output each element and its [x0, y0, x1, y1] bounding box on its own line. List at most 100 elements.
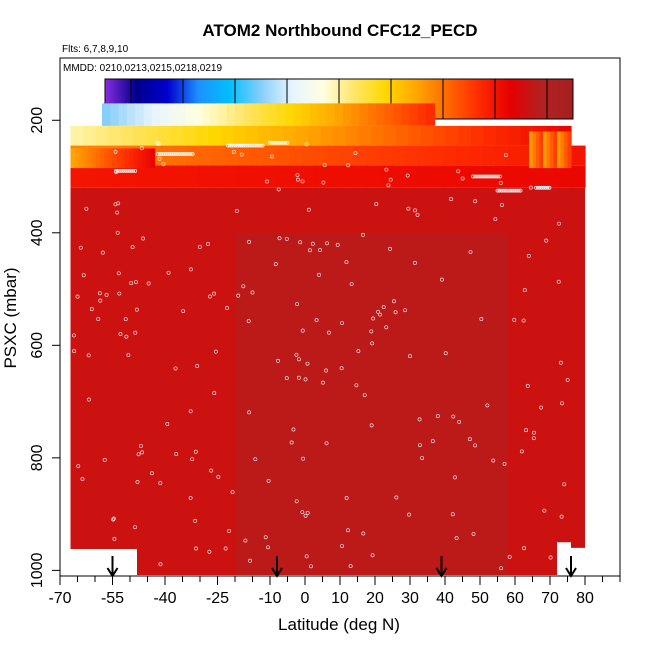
field-cell [366, 145, 380, 166]
measurement-point [235, 143, 240, 148]
measurement-point [188, 495, 193, 500]
field-cell [193, 103, 203, 126]
field-cell [78, 148, 84, 169]
measurement-point [488, 174, 493, 179]
field-cell [211, 165, 226, 188]
measurement-point [96, 317, 101, 322]
measurement-point [121, 169, 126, 173]
measurement-point [501, 188, 506, 193]
field-cell [70, 125, 84, 146]
field-cell [302, 165, 316, 188]
measurement-point [369, 329, 374, 334]
measurement-point [320, 380, 325, 385]
measurement-point [386, 183, 391, 188]
measurement-point [165, 152, 170, 156]
field-cell [351, 103, 361, 126]
measurement-point [439, 277, 444, 282]
measurement-point [243, 538, 248, 543]
field-cell [560, 131, 565, 169]
field-cell [308, 125, 322, 146]
field-cell [251, 103, 261, 126]
measurement-point [354, 383, 359, 388]
field-cell [258, 125, 272, 146]
measurement-point [490, 174, 495, 179]
measurement-point [384, 325, 389, 330]
measurement-point [134, 307, 139, 312]
measurement-point [87, 397, 91, 402]
measurement-point [369, 423, 374, 428]
field-cell [245, 125, 259, 146]
field-cell [546, 131, 551, 169]
measurement-point [131, 169, 136, 173]
field-cell [404, 145, 419, 166]
measurement-point [524, 428, 528, 433]
measurement-point [249, 143, 253, 148]
measurement-point [102, 457, 107, 462]
measurement-point [547, 185, 552, 190]
measurement-point [239, 143, 244, 148]
field-cell [326, 103, 336, 126]
measurement-point [296, 375, 301, 380]
measurement-point [253, 143, 257, 148]
measurement-point [86, 353, 91, 358]
field-cell [536, 131, 541, 169]
measurement-point [160, 152, 164, 156]
chart-title: ATOM2 Northbound CFC12_PECD [202, 21, 477, 40]
measurement-point [503, 188, 508, 193]
field-cell [116, 148, 122, 169]
field-cell [343, 103, 352, 126]
x-tick-label: 20 [366, 590, 384, 607]
x-tick-label: -10 [258, 590, 281, 607]
field-cell [233, 125, 247, 146]
measurement-point [258, 143, 263, 148]
measurement-point [188, 409, 193, 414]
field-cell [210, 103, 219, 126]
field-cell [70, 165, 84, 188]
field-cell [408, 125, 422, 146]
field-cell [401, 103, 411, 126]
field-cell [469, 165, 483, 188]
measurement-point [166, 270, 171, 275]
field-cell [195, 125, 209, 146]
field-cell [507, 145, 522, 166]
field-cell [366, 165, 380, 188]
field-cell [293, 103, 303, 126]
measurement-point [494, 174, 498, 179]
measurement-point [492, 174, 497, 179]
measurement-point [268, 140, 272, 145]
field-cell [358, 125, 372, 146]
measurement-point [133, 330, 138, 335]
measurement-point [193, 449, 198, 454]
field-cell [263, 145, 277, 166]
measurement-point [247, 239, 252, 244]
measurement-point [303, 513, 308, 518]
field-cell [91, 148, 97, 169]
x-tick-label: 30 [401, 590, 419, 607]
field-cell [151, 103, 161, 126]
measurement-point [408, 354, 412, 359]
measurement-point [283, 140, 288, 145]
y-tick-label: 600 [29, 332, 46, 359]
measurement-point [480, 174, 485, 179]
measurement-point [521, 318, 526, 323]
field-cell [224, 165, 239, 188]
measurement-point [190, 152, 195, 156]
field-cell [456, 145, 470, 166]
field-cell [314, 145, 329, 166]
measurement-point [165, 421, 170, 426]
measurement-point [146, 281, 151, 286]
measurement-point [158, 562, 163, 567]
measurement-point [361, 232, 365, 237]
field-cell [102, 103, 111, 126]
measurement-point [133, 525, 137, 530]
measurement-point [557, 221, 561, 226]
measurement-point [452, 475, 457, 480]
measurement-point [117, 564, 122, 569]
flight-arrows [106, 556, 577, 578]
field-cell [433, 125, 447, 146]
measurement-point [512, 317, 517, 322]
field-cell [508, 125, 522, 146]
measurement-point [277, 140, 282, 145]
measurement-point [384, 167, 389, 172]
measurement-point [344, 260, 349, 265]
